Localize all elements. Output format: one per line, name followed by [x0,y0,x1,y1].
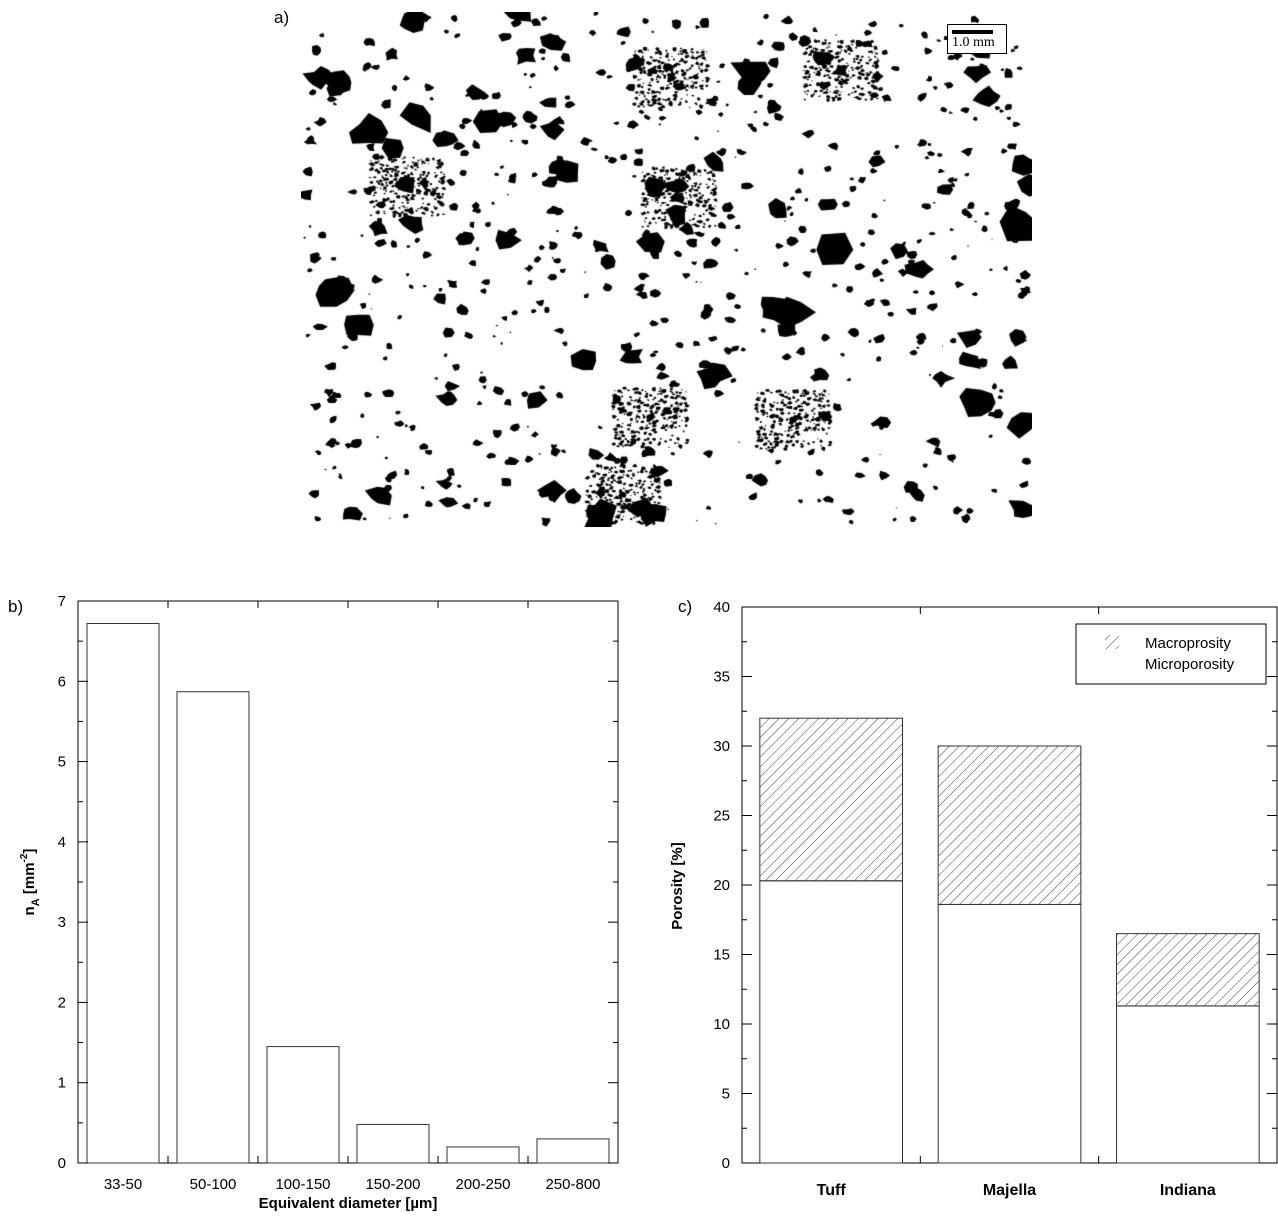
chart-b-y-tick-label: 5 [58,754,66,771]
chart-c-legend: Macroprosity Microporosity [1075,623,1267,685]
panel-c-letter: c) [678,597,692,616]
chart-c-y-tick-label: 0 [722,1155,730,1172]
chart-c-y-tick-label: 20 [713,877,730,894]
legend-label-macroporosity: Macroprosity [1145,635,1231,652]
chart-b: b) 0 1 2 3 4 5 6 7 33-50 50-100 100-150 150-200 200… [8,593,619,1212]
chart-c-y-axis-label: Porosity [%] [669,842,686,930]
chart-b-y-tick-label: 2 [58,994,66,1011]
chart-b-x-tick-label: 33-50 [104,1176,142,1193]
chart-b-y-tick-label: 7 [58,593,66,610]
chart-c-y-tick-label: 25 [713,808,730,825]
chart-c-x-tick-label: Majella [983,1182,1036,1199]
scale-bar-line [952,30,993,34]
chart-b-x-tick-label: 100-150 [275,1176,330,1193]
legend-swatch-macroporosity [1105,635,1119,649]
chart-c-y-tick-label: 40 [713,599,730,616]
legend-label-microporosity: Microporosity [1145,656,1235,673]
chart-c-bar-macroprosity [759,717,904,882]
chart-c-x-tick-label: Indiana [1160,1182,1216,1199]
chart-b-y-tick-label: 3 [58,914,66,931]
chart-b-x-axis-label: Equivalent diameter [µm] [259,1195,438,1212]
chart-b-x-tick-label: 250-800 [545,1176,600,1193]
micrograph-canvas [301,12,1032,527]
legend-box [1075,623,1267,685]
chart-b-y-tick-label: 4 [58,834,66,851]
chart-c: c) 0 5 10 15 20 25 30 35 40 Tuff Majella Indiana P… [669,597,1278,1199]
chart-c-bar-microporosity [759,880,904,1164]
chart-c-y-tick-label: 15 [713,947,730,964]
chart-c-y-tick-label: 10 [713,1016,730,1033]
chart-c-bar-macroprosity [937,745,1082,905]
panel-a-letter: a) [274,8,290,27]
chart-b-bar [536,1138,610,1164]
chart-c-bar-microporosity [937,903,1082,1164]
chart-b-y-axis-label: nA [mm-2] [19,849,42,916]
chart-b-x-tick-label: 50-100 [190,1176,237,1193]
chart-b-bar [266,1046,340,1164]
chart-c-y-tick-label: 35 [713,669,730,686]
chart-b-y-tick-label: 1 [58,1075,66,1092]
chart-b-bar [176,691,250,1164]
panel-b-letter: b) [8,597,23,616]
chart-b-y-tick-label: 6 [58,673,66,690]
chart-b-y-tick-label: 0 [58,1155,66,1172]
chart-c-x-tick-label: Tuff [817,1182,847,1199]
chart-b-bar [446,1146,520,1164]
chart-b-x-tick-label: 200-250 [455,1176,510,1193]
chart-c-bar-macroprosity [1116,933,1260,1007]
micrograph-image: 1.0 mm [301,12,1032,527]
chart-b-bar [356,1123,430,1164]
scale-bar-label: 1.0 mm [952,35,995,50]
chart-c-y-tick-label: 5 [722,1086,730,1103]
scale-bar: 1.0 mm [947,24,1007,54]
chart-b-x-tick-label: 150-200 [365,1176,420,1193]
chart-c-bar-microporosity [1116,1005,1260,1164]
chart-c-y-tick-label: 30 [713,738,730,755]
chart-b-bar [86,622,160,1164]
